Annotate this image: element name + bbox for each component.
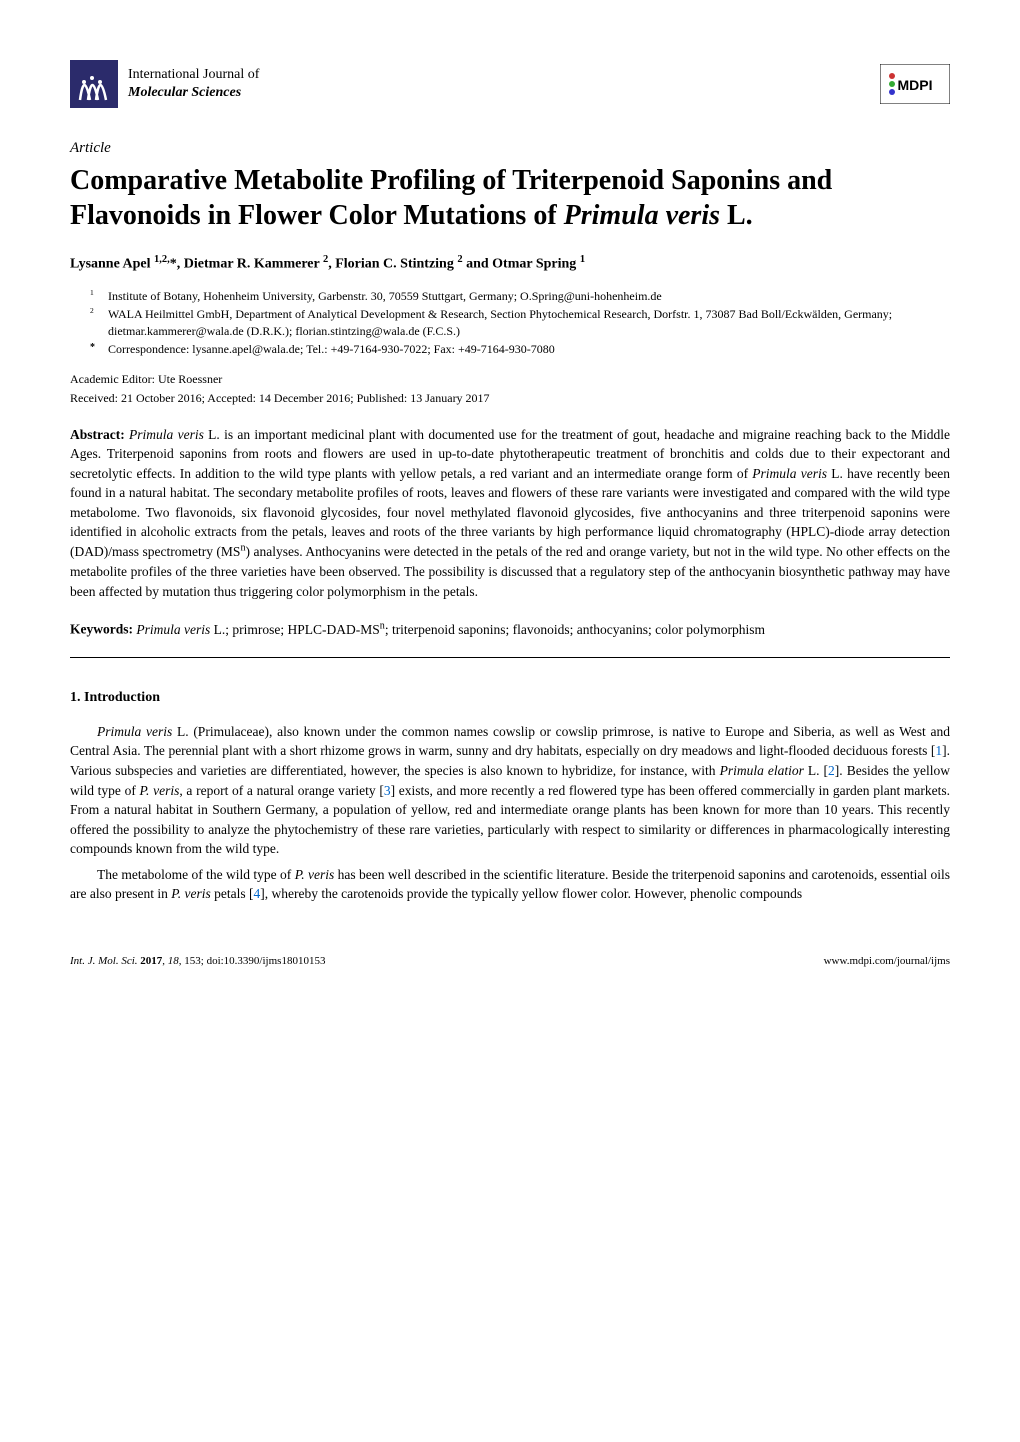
- abstract-text: Primula veris L. is an important medicin…: [70, 427, 950, 599]
- affiliations-block: 1 Institute of Botany, Hohenheim Univers…: [70, 288, 950, 357]
- keywords-text: Primula veris L.; primrose; HPLC-DAD-MSn…: [133, 622, 765, 637]
- correspondence-text: Correspondence: lysanne.apel@wala.de; Te…: [108, 341, 950, 357]
- journal-name: International Journal of Molecular Scien…: [128, 66, 259, 102]
- body-paragraph: The metabolome of the wild type of P. ve…: [70, 865, 950, 904]
- article-title: Comparative Metabolite Profiling of Trit…: [70, 163, 950, 233]
- affiliation-marker: 1: [90, 288, 108, 304]
- affiliation-item: 1 Institute of Botany, Hohenheim Univers…: [90, 288, 950, 304]
- affiliation-item: 2 WALA Heilmittel GmbH, Department of An…: [90, 306, 950, 338]
- footer-journal-abbrev: Int. J. Mol. Sci.: [70, 955, 138, 967]
- publisher-logo-text: MDPI: [898, 77, 933, 93]
- publisher-logo-icon: MDPI: [880, 64, 950, 104]
- page-header: International Journal of Molecular Scien…: [70, 60, 950, 108]
- affiliation-item: * Correspondence: lysanne.apel@wala.de; …: [90, 341, 950, 357]
- journal-name-line2: Molecular Sciences: [128, 84, 259, 102]
- abstract-label: Abstract:: [70, 427, 125, 442]
- affiliation-marker: 2: [90, 306, 108, 338]
- academic-editor: Academic Editor: Ute Roessner: [70, 371, 950, 388]
- article-dates: Received: 21 October 2016; Accepted: 14 …: [70, 390, 950, 407]
- section-divider: [70, 657, 950, 658]
- affiliation-text: WALA Heilmittel GmbH, Department of Anal…: [108, 306, 950, 338]
- keywords-block: Keywords: Primula veris L.; primrose; HP…: [70, 619, 950, 639]
- body-paragraph: Primula veris L. (Primulaceae), also kno…: [70, 722, 950, 859]
- page-footer: Int. J. Mol. Sci. 2017, 18, 153; doi:10.…: [70, 954, 950, 969]
- title-italic: Primula veris: [564, 200, 720, 231]
- title-post: L.: [720, 200, 753, 231]
- authors-line: Lysanne Apel 1,2,*, Dietmar R. Kammerer …: [70, 253, 950, 274]
- footer-url: www.mdpi.com/journal/ijms: [824, 954, 950, 969]
- journal-name-line1: International Journal of: [128, 66, 259, 84]
- affiliation-text: Institute of Botany, Hohenheim Universit…: [108, 288, 950, 304]
- journal-logo-block: International Journal of Molecular Scien…: [70, 60, 259, 108]
- correspondence-marker: *: [90, 341, 108, 357]
- abstract-block: Abstract: Primula veris L. is an importa…: [70, 425, 950, 602]
- footer-citation: Int. J. Mol. Sci. 2017, 18, 153; doi:10.…: [70, 954, 325, 969]
- article-type: Article: [70, 138, 950, 159]
- journal-logo-icon: [70, 60, 118, 108]
- keywords-label: Keywords:: [70, 622, 133, 637]
- section-heading: 1. Introduction: [70, 688, 950, 708]
- footer-citation-details: 2017, 18, 153; doi:10.3390/ijms18010153: [140, 955, 325, 967]
